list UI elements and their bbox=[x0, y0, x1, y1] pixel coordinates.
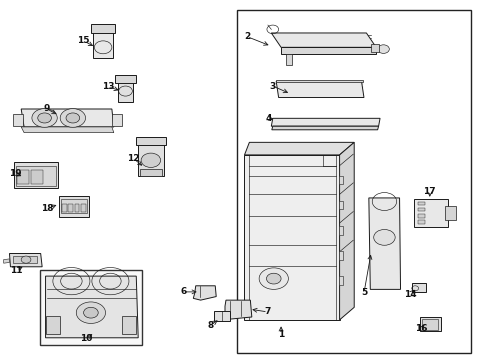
Text: 15: 15 bbox=[77, 36, 90, 45]
Text: 7: 7 bbox=[264, 307, 270, 316]
Polygon shape bbox=[193, 286, 216, 300]
Bar bbox=[338, 201, 343, 210]
Text: 11: 11 bbox=[10, 266, 22, 275]
Bar bbox=[118, 80, 133, 102]
Circle shape bbox=[66, 113, 80, 123]
Text: 14: 14 bbox=[403, 289, 416, 298]
Bar bbox=[112, 114, 122, 126]
Bar bbox=[214, 311, 229, 320]
Bar bbox=[62, 204, 66, 212]
Circle shape bbox=[60, 109, 85, 127]
Bar bbox=[417, 220, 424, 224]
Circle shape bbox=[373, 229, 394, 245]
Bar bbox=[422, 319, 437, 329]
Text: 5: 5 bbox=[360, 288, 366, 297]
Bar bbox=[338, 176, 343, 184]
Polygon shape bbox=[339, 142, 353, 320]
Bar bbox=[338, 226, 343, 234]
Bar bbox=[285, 54, 291, 64]
Bar bbox=[417, 214, 424, 218]
Bar bbox=[68, 204, 73, 212]
Bar bbox=[17, 170, 29, 184]
Bar bbox=[61, 199, 87, 213]
Polygon shape bbox=[244, 155, 339, 320]
Circle shape bbox=[377, 45, 388, 53]
Bar bbox=[417, 208, 424, 211]
Bar bbox=[370, 44, 378, 51]
Polygon shape bbox=[3, 259, 9, 263]
Bar bbox=[93, 30, 113, 58]
Bar bbox=[138, 142, 163, 176]
Bar bbox=[75, 204, 79, 212]
Text: 17: 17 bbox=[423, 187, 435, 196]
Circle shape bbox=[83, 307, 98, 318]
Bar bbox=[276, 80, 362, 82]
Polygon shape bbox=[368, 198, 400, 289]
Polygon shape bbox=[244, 142, 353, 155]
Bar bbox=[13, 114, 23, 126]
Bar bbox=[411, 283, 426, 292]
Circle shape bbox=[76, 302, 105, 323]
Circle shape bbox=[38, 113, 51, 123]
Polygon shape bbox=[276, 81, 363, 98]
Text: 18: 18 bbox=[41, 204, 53, 213]
Bar bbox=[140, 169, 161, 176]
Bar bbox=[14, 162, 58, 188]
Bar bbox=[413, 199, 447, 227]
Text: 6: 6 bbox=[180, 287, 186, 296]
Text: 9: 9 bbox=[44, 104, 50, 113]
Bar bbox=[31, 170, 42, 184]
Bar bbox=[91, 24, 115, 33]
Polygon shape bbox=[21, 109, 114, 127]
Bar bbox=[115, 75, 136, 83]
Polygon shape bbox=[45, 276, 138, 338]
Bar bbox=[237, 10, 470, 353]
Text: 13: 13 bbox=[102, 82, 114, 91]
Bar bbox=[419, 317, 440, 331]
Text: 19: 19 bbox=[9, 169, 21, 178]
Bar bbox=[45, 316, 60, 334]
Text: 16: 16 bbox=[414, 324, 427, 333]
Text: 4: 4 bbox=[265, 114, 271, 123]
Bar bbox=[16, 166, 56, 186]
Polygon shape bbox=[271, 33, 375, 47]
Text: 12: 12 bbox=[127, 154, 139, 163]
Circle shape bbox=[32, 109, 57, 127]
Text: 8: 8 bbox=[207, 321, 213, 330]
Polygon shape bbox=[9, 253, 42, 267]
Bar bbox=[40, 270, 142, 345]
Bar bbox=[445, 206, 455, 220]
Bar bbox=[81, 204, 85, 212]
Text: 10: 10 bbox=[80, 334, 92, 343]
Text: 3: 3 bbox=[269, 82, 275, 91]
Circle shape bbox=[266, 273, 281, 284]
Text: 1: 1 bbox=[277, 330, 284, 339]
Bar bbox=[338, 276, 343, 285]
Bar bbox=[417, 202, 424, 205]
Polygon shape bbox=[271, 118, 379, 126]
Bar bbox=[122, 316, 136, 334]
Bar bbox=[338, 251, 343, 260]
Circle shape bbox=[21, 256, 31, 263]
Bar bbox=[136, 137, 165, 145]
Circle shape bbox=[259, 268, 288, 289]
Bar bbox=[13, 256, 37, 263]
Polygon shape bbox=[21, 127, 114, 133]
Circle shape bbox=[141, 153, 160, 167]
Polygon shape bbox=[224, 300, 251, 319]
Polygon shape bbox=[281, 47, 375, 54]
Text: 2: 2 bbox=[244, 32, 249, 41]
Polygon shape bbox=[271, 126, 378, 130]
Bar bbox=[59, 196, 89, 217]
